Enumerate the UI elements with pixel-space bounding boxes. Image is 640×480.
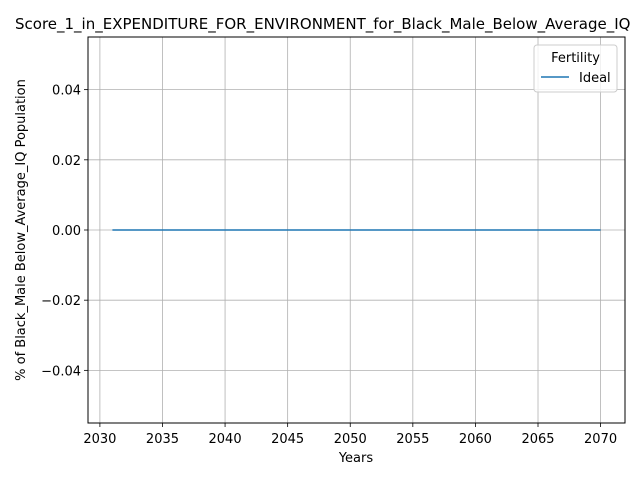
x-tick-label: 2045: [271, 432, 304, 447]
x-tick-label: 2055: [396, 432, 429, 447]
y-axis: −0.04 −0.02 0.00 0.02 0.04: [41, 84, 88, 379]
y-tick-label: −0.04: [41, 364, 81, 379]
legend: Fertility Ideal: [533, 44, 618, 93]
legend-box: [533, 44, 618, 93]
x-tick-label: 2050: [334, 432, 367, 447]
y-tick-label: −0.02: [41, 294, 81, 309]
x-tick-label: 2060: [459, 432, 492, 447]
x-axis-label: Years: [338, 451, 374, 466]
y-tick-label: 0.04: [52, 84, 81, 99]
y-tick-label: 0.02: [52, 154, 81, 169]
y-axis-label: % of Black_Male Below_Average_IQ Populat…: [14, 79, 29, 381]
legend-title: Fertility: [551, 51, 600, 66]
x-axis: 2030 2035 2040 2045 2050 2055 2060 2065 2070: [83, 423, 617, 447]
x-tick-label: 2030: [83, 432, 116, 447]
x-tick-label: 2070: [584, 432, 617, 447]
chart-title: Score_1_in_EXPENDITURE_FOR_ENVIRONMENT_f…: [15, 15, 630, 34]
y-tick-label: 0.00: [52, 224, 81, 239]
x-tick-label: 2065: [521, 432, 554, 447]
legend-label-ideal: Ideal: [579, 71, 611, 86]
x-tick-label: 2035: [146, 432, 179, 447]
x-tick-label: 2040: [209, 432, 242, 447]
